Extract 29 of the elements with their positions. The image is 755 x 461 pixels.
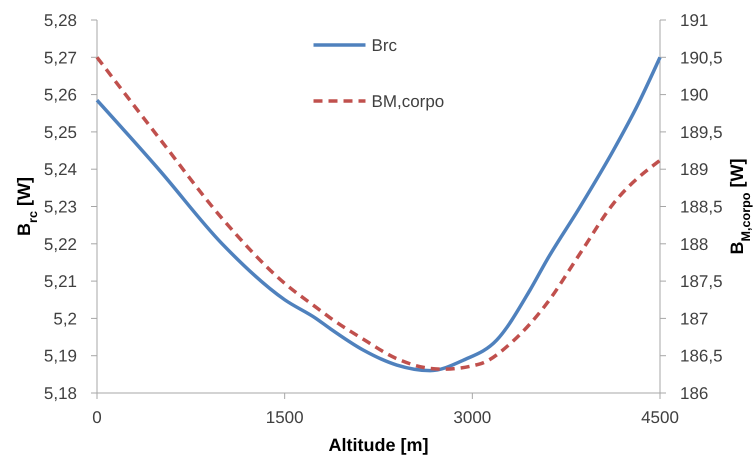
y2-tick-label: 187,5 bbox=[680, 272, 723, 292]
y2-tick-label: 189 bbox=[680, 160, 708, 180]
x-axis-title: Altitude [m] bbox=[328, 435, 428, 455]
y2-tick-label: 191 bbox=[680, 10, 708, 30]
y-tick-label: 5,28 bbox=[44, 10, 77, 30]
y-tick-label: 5,24 bbox=[44, 160, 77, 180]
y-tick-label: 5,2 bbox=[53, 309, 77, 328]
x-tick-label: 4500 bbox=[641, 408, 679, 427]
y2-tick-label: 186 bbox=[680, 384, 708, 403]
y2-tick-label: 190 bbox=[680, 86, 708, 105]
x-tick-label: 3000 bbox=[453, 408, 492, 427]
x-tick-label: 0 bbox=[92, 408, 102, 427]
y-tick-label: 5,19 bbox=[44, 346, 77, 366]
y-tick-label: 5,27 bbox=[44, 48, 77, 68]
y-tick-label: 5,25 bbox=[44, 122, 77, 142]
x-tick-label: 1500 bbox=[266, 408, 304, 427]
legend-label: Brc bbox=[372, 36, 398, 55]
y-tick-label: 5,26 bbox=[44, 86, 77, 105]
y-tick-label: 5,21 bbox=[44, 272, 77, 292]
y-tick-label: 5,22 bbox=[44, 234, 77, 254]
y2-tick-label: 190,5 bbox=[680, 48, 723, 68]
y2-tick-label: 186,5 bbox=[680, 346, 723, 366]
legend-label: BM,corpo bbox=[372, 92, 444, 111]
y-tick-label: 5,18 bbox=[44, 384, 77, 403]
y2-tick-label: 188,5 bbox=[680, 197, 723, 216]
y2-tick-label: 188 bbox=[680, 234, 708, 254]
y2-tick-label: 189,5 bbox=[680, 122, 723, 142]
y2-tick-label: 187 bbox=[680, 309, 708, 328]
y-tick-label: 5,23 bbox=[44, 197, 77, 216]
